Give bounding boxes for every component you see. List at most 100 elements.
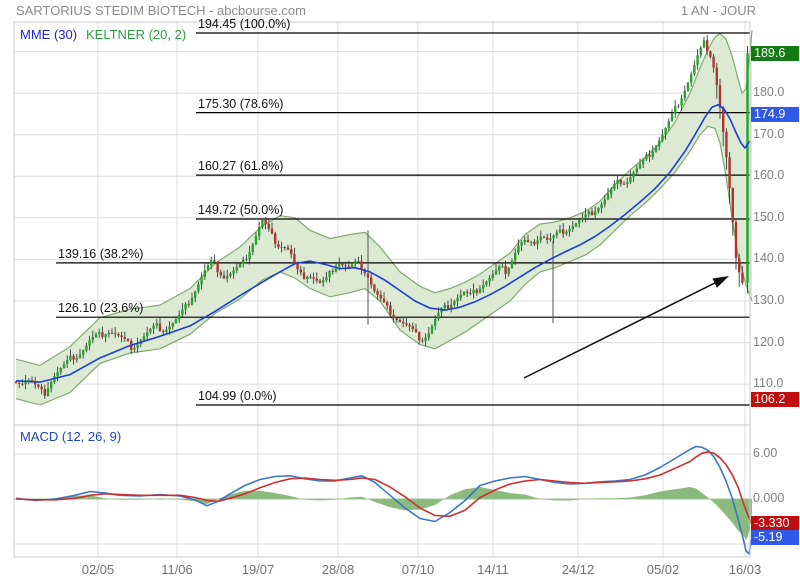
candle-down [40,386,43,390]
candle-up [450,304,453,309]
candle-down [722,107,725,132]
candle-down [715,67,718,86]
candle-up [581,217,584,221]
candle-up [232,270,235,274]
candle-down [162,331,165,332]
candle-down [590,211,594,215]
candle-down [37,384,40,387]
candle-up [350,264,354,267]
candle-up [174,318,178,323]
candle-up [635,168,638,173]
candle-up [197,284,200,292]
candle-up [104,334,107,337]
candle-up [549,238,552,240]
keltner-upper-band [15,30,753,367]
candle-down [360,261,363,270]
candle-up [142,336,146,341]
candle-up [507,267,510,274]
candle-up [78,354,82,358]
annotation-arrow-head [712,276,729,288]
candle-down [373,284,376,292]
candle-up [56,372,59,377]
keltner-lower-band [15,125,753,406]
candle-down [504,266,507,274]
candle-up [24,381,27,385]
candle-down [315,278,318,281]
candle-up [680,98,683,106]
candle-down [734,222,738,259]
candle-down [622,183,626,185]
price-badge-red: -3.330 [751,516,799,532]
candle-up [459,294,462,298]
candle-down [283,247,286,248]
candle-down [475,289,478,293]
candle-down [290,249,293,255]
candle-down [648,154,651,157]
candle-down [738,258,741,273]
candle-down [466,291,469,293]
candle-up [568,229,571,232]
candle-up [536,240,539,245]
candle-up [600,204,603,208]
candle-up [107,332,110,335]
candle-down [709,51,712,57]
candle-up [686,82,690,91]
candle-down [363,269,366,274]
candle-down [114,333,117,335]
candle-up [626,182,629,184]
price-badge-blue: 174.9 [751,106,799,122]
candle-up [674,106,677,114]
candle-up [437,312,440,319]
candle-down [274,233,277,244]
candle-down [277,244,280,248]
price-axis-tick: 120.0 [753,334,785,349]
candle-up [430,325,434,334]
candle-up [517,245,520,253]
candle-up [69,355,72,360]
price-badge-blue: -5.19 [751,530,799,546]
candle-down [216,261,219,273]
candle-down [718,85,722,108]
candle-up [610,189,613,195]
candle-up [530,241,533,243]
candle-down [379,294,382,299]
candle-up [510,260,514,268]
timeframe-label: 1 AN - JOUR [680,3,756,18]
candle-down [446,305,450,309]
candle-up [136,344,139,348]
candle-down [219,272,222,276]
candle-up [171,323,174,327]
candle-up [178,314,181,319]
candle-up [248,252,251,260]
candle-up [693,64,696,75]
candle-up [155,323,158,326]
candle-down [712,56,715,68]
candle-up [597,208,600,212]
candle-up [642,159,645,164]
candle-down [469,292,472,294]
candle-down [344,265,347,267]
candle-up [462,291,466,295]
candle-down [382,298,386,303]
candle-up [133,347,136,350]
mme-line [15,103,751,383]
candle-up [584,214,587,218]
candle-up [578,220,581,224]
price-axis-tick: 160.0 [753,168,785,183]
candle-up [27,379,30,382]
candle-up [651,151,654,157]
candle-up [85,345,88,351]
date-axis-tick: 11/06 [161,562,193,577]
candle-up [46,388,50,396]
macd-axis-tick: 0.000 [753,491,785,505]
candle-up [334,266,338,272]
candle-up [238,263,242,268]
price-axis-tick: 130.0 [753,292,785,307]
candle-down [357,261,360,262]
candle-up [699,47,702,56]
candle-up [683,90,686,99]
candle-down [43,389,46,396]
candle-up [91,337,94,341]
candle-up [690,74,693,83]
